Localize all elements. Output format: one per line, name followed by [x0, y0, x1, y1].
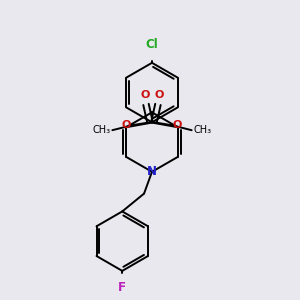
- Text: F: F: [118, 281, 126, 294]
- Text: O: O: [122, 120, 131, 130]
- Text: N: N: [147, 165, 157, 178]
- Text: O: O: [154, 91, 164, 100]
- Text: CH₃: CH₃: [92, 125, 110, 135]
- Text: O: O: [173, 120, 182, 130]
- Text: Cl: Cl: [146, 38, 158, 51]
- Text: O: O: [140, 91, 150, 100]
- Text: CH₃: CH₃: [194, 125, 212, 135]
